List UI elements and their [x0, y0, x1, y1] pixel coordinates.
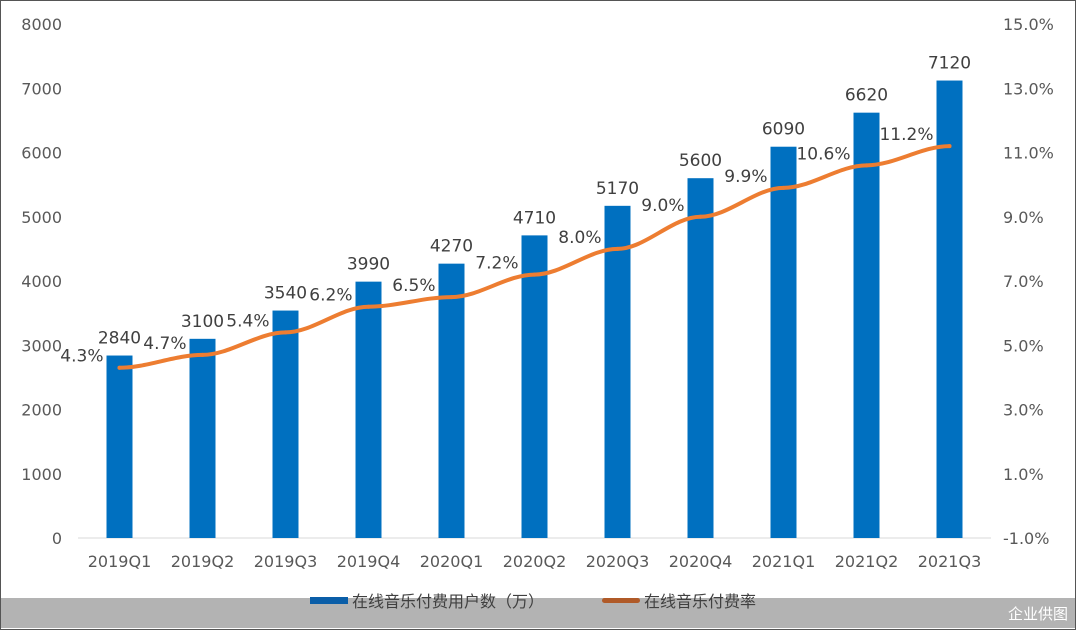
line-data-label: 8.0%: [558, 228, 601, 248]
line-point: [947, 144, 952, 149]
line-point: [200, 352, 205, 357]
line-data-label: 5.4%: [226, 311, 269, 331]
bottom-band: [1, 598, 1075, 628]
y-right-tick: 13.0%: [1003, 79, 1054, 98]
line-data-label: 4.7%: [143, 334, 186, 354]
line-data-label: 7.2%: [475, 254, 518, 274]
bar: [770, 146, 797, 538]
x-tick: 2021Q1: [752, 552, 816, 571]
bar: [189, 338, 216, 538]
bar: [355, 281, 382, 538]
line-point: [864, 163, 869, 168]
bar-data-label: 4270: [430, 237, 473, 257]
x-tick: 2020Q2: [503, 552, 567, 571]
y-left-tick: 6000: [21, 144, 62, 163]
line-data-label: 11.2%: [879, 125, 933, 145]
bar-data-label: 7120: [928, 54, 971, 74]
line-data-label: 9.9%: [724, 167, 767, 187]
line-data-label: 6.5%: [392, 276, 435, 296]
legend-label: 在线音乐付费率: [644, 592, 757, 611]
x-tick: 2021Q3: [918, 552, 982, 571]
legend-item-bars: 在线音乐付费用户数（万）: [310, 588, 544, 612]
line-point: [117, 365, 122, 370]
y-left-tick: 0: [52, 529, 62, 548]
bar: [521, 235, 548, 538]
y-right-tick: 15.0%: [1003, 15, 1054, 34]
bar-data-label: 5170: [596, 179, 639, 199]
legend-swatch-bars: [310, 596, 348, 604]
bar: [687, 178, 714, 538]
line-data-label: 10.6%: [796, 144, 850, 164]
bar: [604, 205, 631, 538]
y-left-tick: 1000: [21, 465, 62, 484]
x-tick: 2019Q4: [337, 552, 401, 571]
line-data-label: 4.3%: [60, 347, 103, 367]
line-point: [532, 272, 537, 277]
y-right-tick: 11.0%: [1003, 144, 1054, 163]
legend-item-line: 在线音乐付费率: [602, 588, 756, 612]
bar-data-label: 5600: [679, 151, 722, 171]
x-tick: 2019Q2: [171, 552, 235, 571]
x-tick: 2020Q3: [586, 552, 650, 571]
line-point: [781, 185, 786, 190]
y-right-tick: 3.0%: [1003, 401, 1044, 420]
bar: [936, 80, 963, 538]
bar: [272, 310, 299, 538]
bar-data-label: 3100: [181, 312, 224, 332]
legend-swatch-line: [602, 597, 640, 603]
x-tick: 2019Q3: [254, 552, 318, 571]
x-tick: 2019Q1: [88, 552, 152, 571]
bar: [438, 263, 465, 538]
bar: [106, 355, 133, 538]
line-data-label: 6.2%: [309, 286, 352, 306]
bar-data-label: 3990: [347, 255, 390, 275]
legend-label: 在线音乐付费用户数（万）: [352, 592, 545, 611]
bar-data-label: 6620: [845, 86, 888, 106]
y-right-tick: 7.0%: [1003, 272, 1044, 291]
bar-data-label: 3540: [264, 284, 307, 304]
line-data-label: 9.0%: [641, 196, 684, 216]
x-tick: 2021Q2: [835, 552, 899, 571]
bar-data-label: 4710: [513, 208, 556, 228]
x-tick: 2020Q4: [669, 552, 733, 571]
y-right-tick: 1.0%: [1003, 465, 1044, 484]
bar-data-label: 2840: [98, 329, 141, 349]
y-left-tick: 4000: [21, 272, 62, 291]
line-point: [698, 214, 703, 219]
bar-data-label: 6090: [762, 120, 805, 140]
y-left-tick: 7000: [21, 79, 62, 98]
line-point: [283, 330, 288, 335]
watermark: 企业供图: [1007, 605, 1068, 623]
y-right-tick: 9.0%: [1003, 208, 1044, 227]
y-right-tick: -1.0%: [1003, 529, 1049, 548]
y-left-tick: 8000: [21, 15, 62, 34]
line-point: [366, 304, 371, 309]
y-left-tick: 3000: [21, 336, 62, 355]
y-left-tick: 5000: [21, 208, 62, 227]
y-right-tick: 5.0%: [1003, 336, 1044, 355]
bar: [853, 112, 880, 538]
y-left-tick: 2000: [21, 401, 62, 420]
line-point: [615, 246, 620, 251]
line-point: [449, 295, 454, 300]
x-tick: 2020Q1: [420, 552, 484, 571]
